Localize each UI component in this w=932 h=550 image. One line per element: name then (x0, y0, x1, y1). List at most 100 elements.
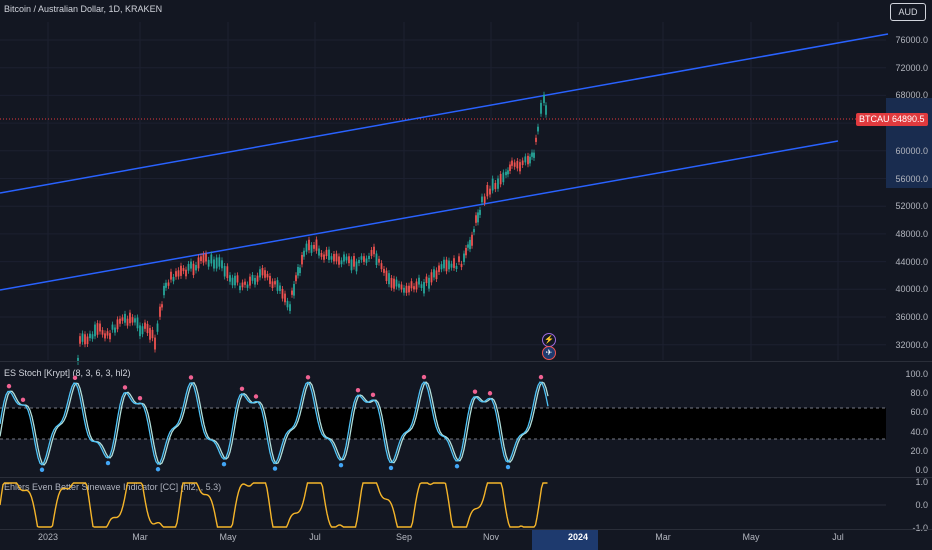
candle-body (420, 284, 423, 288)
candle-body (348, 256, 350, 264)
candle-body (79, 336, 81, 344)
stoch-overbought-dot (122, 385, 128, 390)
sinewave-axis[interactable]: 1.0 0.0 -1.0 (886, 477, 932, 533)
candle-body (101, 330, 104, 335)
candle-body (116, 319, 119, 330)
stoch-pane[interactable] (0, 362, 886, 476)
candle-body (89, 333, 91, 339)
candle-body (151, 329, 154, 339)
stoch-oversold-dot (505, 464, 511, 470)
time-axis-border (0, 529, 932, 530)
candle-body (438, 265, 440, 272)
candle-body (425, 276, 428, 284)
price-axis[interactable]: 76000.072000.068000.064000.060000.056000… (886, 0, 932, 360)
lightning-icon[interactable]: ⚡ (542, 333, 556, 347)
candle-body (213, 259, 215, 269)
candle-body (378, 258, 380, 263)
sinewave-pane[interactable] (0, 478, 886, 528)
candle-body (310, 245, 313, 253)
candle-body (481, 196, 483, 203)
candle-body (124, 313, 126, 323)
time-axis-label: Jul (832, 532, 844, 542)
candle-body (509, 164, 511, 171)
candle-body (325, 249, 328, 257)
candle-body (363, 256, 365, 262)
candle-body (380, 263, 383, 270)
sinewave-axis-tick: 0.0 (915, 500, 928, 510)
candle-body (511, 160, 513, 166)
candle-body (77, 357, 79, 362)
candle-body (537, 126, 539, 132)
candle-body (453, 258, 455, 268)
price-axis-tick: 36000.0 (895, 312, 928, 322)
stoch-overbought-dot (421, 374, 427, 380)
ticker-badge: BTCAUD (856, 113, 900, 126)
candle-body (94, 324, 96, 337)
chart-title[interactable]: Bitcoin / Australian Dollar, 1D, KRAKEN (4, 4, 163, 14)
candle-body (443, 259, 445, 269)
currency-button[interactable]: AUD (890, 3, 926, 21)
stoch-overbought-dot (370, 392, 376, 398)
price-axis-tick: 60000.0 (895, 145, 928, 156)
candle-body (545, 105, 547, 115)
candle-body (182, 268, 185, 272)
candle-body (507, 170, 509, 175)
candle-body (144, 322, 146, 329)
candle-body (279, 285, 281, 291)
pane-separator-2[interactable] (0, 477, 932, 478)
candle-body (276, 280, 279, 291)
candle-body (473, 229, 475, 233)
candle-body (91, 334, 94, 339)
stoch-oversold-dot (272, 466, 278, 471)
candle-body (244, 281, 246, 285)
candle-body (448, 260, 450, 270)
candle-body (185, 269, 187, 277)
channel-upper-line[interactable] (0, 33, 889, 194)
candle-body (408, 285, 410, 293)
time-axis[interactable] (0, 530, 886, 550)
candle-body (489, 188, 491, 195)
pane-separator-1[interactable] (0, 361, 932, 362)
candle-body (428, 277, 430, 289)
channel-lower-line[interactable] (0, 140, 839, 291)
time-axis-label: Mar (132, 532, 148, 542)
stoch-axis-tick: 60.0 (910, 407, 928, 418)
candle-body (505, 171, 507, 176)
candle-body (475, 215, 477, 223)
candle-body (469, 239, 471, 250)
candle-body (400, 284, 403, 290)
candle-body (418, 277, 420, 285)
price-chart-pane[interactable] (0, 22, 889, 365)
candle-body (403, 287, 405, 293)
candle-body (345, 256, 348, 261)
candle-body (249, 276, 251, 286)
sinewave-legend[interactable]: Ehlers Even Better Sinewave Indicator [C… (4, 482, 222, 492)
candle-body (477, 212, 479, 223)
candle-body (167, 282, 170, 286)
stoch-overbought-dot (487, 391, 493, 396)
stoch-axis-tick: 0.0 (915, 465, 928, 475)
candle-body (305, 243, 308, 252)
candle-body (114, 327, 116, 333)
candle-body (458, 256, 460, 262)
candle-body (234, 275, 236, 286)
candle-body (483, 196, 486, 203)
candle-body (241, 282, 244, 288)
candle-body (231, 277, 234, 286)
candle-body (497, 178, 499, 189)
candle-body (256, 275, 259, 282)
stoch-axis[interactable]: 100.0 80.0 60.0 40.0 20.0 0.0 (886, 362, 932, 476)
stoch-legend[interactable]: ES Stoch [Krypt] (8, 3, 6, 3, hl2) (4, 368, 131, 378)
candle-body (141, 326, 144, 335)
candle-body (373, 246, 375, 255)
earnings-icon[interactable]: ✈ (542, 346, 556, 360)
time-axis-highlight (532, 530, 598, 550)
candle-body (465, 247, 467, 256)
candle-body (486, 185, 489, 197)
candle-body (119, 318, 121, 324)
candle-body (221, 260, 223, 269)
candle-body (165, 282, 167, 288)
candle-body (139, 325, 141, 337)
candle-body (291, 290, 293, 295)
candle-body (313, 244, 315, 249)
